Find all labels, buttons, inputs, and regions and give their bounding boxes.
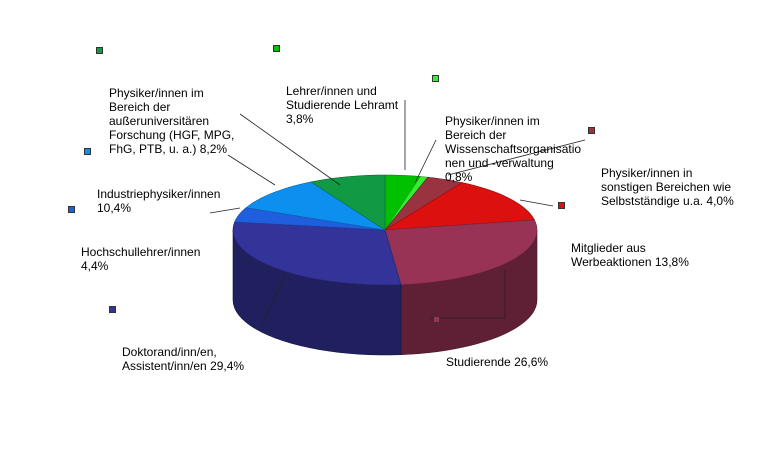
- pie-slice-doktorand: [232, 221, 402, 286]
- leader-line-hochschul: [209, 207, 241, 214]
- label-hochschul-value: 4,4%: [81, 259, 109, 273]
- pie-slice-industrie: [245, 181, 386, 231]
- label-wissorg: Physiker/innen im Bereich der Wissenscha…: [432, 72, 581, 198]
- legend-marker-industrie: [84, 148, 91, 155]
- legend-marker-lehrer: [273, 45, 280, 52]
- leader-line-sonstige: [447, 139, 586, 176]
- label-werbe: Mitglieder aus Werbeaktionen 13,8%: [558, 199, 689, 283]
- label-ausseruniv-value: 8,2%: [199, 142, 228, 156]
- legend-marker-sonstige: [588, 127, 595, 134]
- pie-slice-ausseruniv: [310, 174, 386, 231]
- pie-slice-studierende: [384, 219, 538, 286]
- label-sonstige: Physiker/innen in sonstigen Bereichen wi…: [588, 124, 734, 222]
- label-studierende: Studierende 26,6%: [433, 313, 548, 383]
- legend-marker-werbe: [558, 202, 565, 209]
- label-wissorg-value: 0,8%: [445, 170, 473, 184]
- label-lehrer: Lehrer/innen und Studierende Lehramt 3,8%: [273, 42, 398, 140]
- legend-marker-wissorg: [432, 75, 439, 82]
- label-sonstige-text: Physiker/innen in sonstigen Bereichen wi…: [601, 166, 732, 208]
- leader-line-wissorg: [414, 139, 437, 184]
- leader-line-ausseruniv: [239, 113, 341, 186]
- leader-line-studierende: [430, 270, 506, 319]
- leader-line-industrie: [227, 154, 276, 186]
- label-werbe-value: 13,8%: [654, 255, 689, 269]
- pie-slice-hochschul: [234, 207, 386, 231]
- label-studierende-value: 26,6%: [514, 355, 549, 369]
- label-sonstige-value: 4,0%: [706, 194, 734, 208]
- label-hochschul-text: Hochschullehrer/innen: [81, 245, 201, 259]
- label-werbe-text: Mitglieder aus Werbeaktionen: [571, 241, 652, 269]
- label-doktorand: Doktorand/inn/en, Assistent/inn/en 29,4%: [109, 303, 244, 387]
- label-industrie: Industriephysiker/innen 10,4%: [84, 145, 220, 229]
- pie-slice-werbe: [384, 182, 535, 231]
- leader-line-doktorand: [261, 274, 286, 326]
- label-lehrer-text: Lehrer/innen und Studierende Lehramt: [286, 84, 399, 112]
- legend-marker-hochschul: [68, 206, 75, 213]
- legend-marker-doktorand: [109, 306, 116, 313]
- pie-slice-sonstige: [384, 176, 464, 231]
- leader-line-werbe: [519, 199, 554, 207]
- label-industrie-value: 10,4%: [97, 201, 132, 215]
- legend-marker-ausseruniv: [96, 47, 103, 54]
- label-industrie-text: Industriephysiker/innen: [97, 187, 221, 201]
- label-ausseruniv-text: Physiker/innen im Bereich der außerunive…: [109, 86, 235, 156]
- legend-marker-studierende: [433, 316, 440, 323]
- label-hochschul: Hochschullehrer/innen 4,4%: [68, 203, 200, 287]
- label-ausseruniv: Physiker/innen im Bereich der außerunive…: [96, 44, 234, 170]
- label-wissorg-text: Physiker/innen im Bereich der Wissenscha…: [445, 114, 582, 170]
- label-doktorand-text: Doktorand/inn/en, Assistent/inn/en: [122, 345, 217, 373]
- label-doktorand-value: 29,4%: [210, 359, 245, 373]
- label-studierende-text: Studierende: [446, 355, 511, 369]
- label-lehrer-value: 3,8%: [286, 112, 314, 126]
